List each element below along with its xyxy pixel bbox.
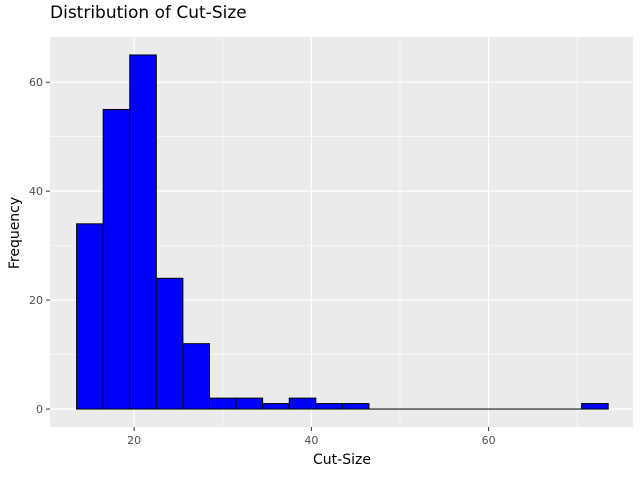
y-tick-label: 40: [29, 185, 43, 198]
x-tick-label: 40: [304, 434, 318, 447]
histogram-bar: [155, 277, 184, 410]
histogram-bar: [288, 397, 317, 410]
x-axis-label: Cut-Size: [313, 452, 371, 468]
histogram-bar: [235, 397, 264, 410]
x-axis-ticks: 20 40 60: [127, 427, 496, 447]
y-axis-ticks: 0 20 40 60: [29, 76, 50, 416]
chart-title: Distribution of Cut-Size: [50, 3, 247, 23]
histogram-bars: [76, 54, 609, 410]
y-tick-label: 60: [29, 76, 43, 89]
histogram-bar: [102, 108, 131, 410]
histogram-bar: [76, 223, 104, 410]
y-axis-label: Frequency: [7, 197, 23, 269]
x-tick-label: 60: [482, 434, 496, 447]
y-tick-label: 0: [36, 403, 43, 416]
histogram-bar: [262, 403, 290, 410]
histogram-bar: [315, 403, 343, 410]
y-tick-label: 20: [29, 294, 43, 307]
histogram-bar: [129, 54, 157, 410]
histogram-bar: [581, 403, 609, 410]
histogram-bar: [341, 403, 370, 410]
histogram-bar: [182, 343, 210, 410]
histogram-bar: [208, 397, 237, 410]
x-tick-label: 20: [127, 434, 141, 447]
